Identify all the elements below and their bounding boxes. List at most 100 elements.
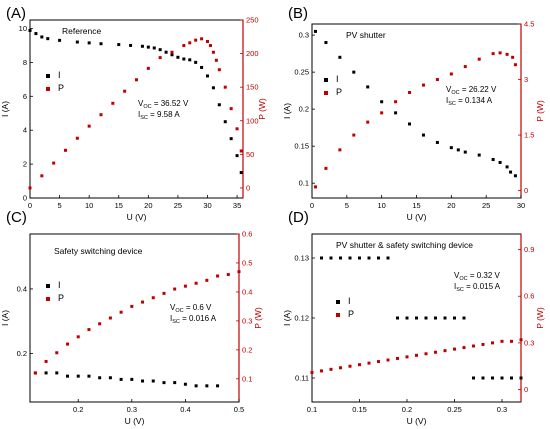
data-point-P bbox=[206, 39, 209, 43]
x-tick-label: 30 bbox=[517, 201, 525, 210]
data-point-P bbox=[477, 57, 481, 61]
data-point-P bbox=[183, 284, 187, 288]
data-point-P bbox=[208, 44, 212, 48]
data-point-I bbox=[229, 137, 233, 141]
x-tick-label: 0 bbox=[28, 201, 32, 210]
y2-tick-label: 1.5 bbox=[524, 131, 534, 140]
data-point-I bbox=[472, 376, 475, 380]
legend-label: P bbox=[58, 293, 64, 303]
data-point-I bbox=[235, 154, 239, 158]
annotation-symbol: I bbox=[170, 314, 172, 323]
data-point-P bbox=[111, 101, 115, 105]
data-point-I bbox=[513, 174, 517, 178]
data-point-P bbox=[87, 328, 91, 332]
x-axis-label: U (V) bbox=[407, 416, 427, 426]
legend-marker bbox=[324, 91, 328, 95]
annotation-symbol: V bbox=[170, 303, 176, 312]
y2-tick-label: 4.5 bbox=[524, 20, 534, 29]
x-tick-label: 5 bbox=[345, 201, 349, 210]
data-point-P bbox=[205, 278, 209, 282]
y2-tick-label: 0.6 bbox=[242, 230, 252, 239]
legend-marker bbox=[46, 284, 50, 288]
x-tick-label: 20 bbox=[144, 201, 152, 210]
data-point-P bbox=[123, 89, 127, 93]
y2-tick-label: 0.9 bbox=[524, 245, 534, 254]
data-point-P bbox=[338, 148, 342, 152]
annotation-value: = 0.6 V bbox=[184, 303, 212, 312]
y-tick-label: 8 bbox=[23, 58, 27, 67]
y2-tick-label: 0.6 bbox=[524, 292, 534, 301]
data-point-I bbox=[463, 150, 467, 154]
y-tick-label: 0.3 bbox=[299, 31, 309, 40]
data-point-I bbox=[505, 165, 509, 169]
data-point-I bbox=[394, 111, 398, 115]
data-point-P bbox=[173, 287, 177, 291]
data-point-P bbox=[217, 68, 221, 72]
data-point-I bbox=[58, 38, 62, 42]
data-point-P bbox=[313, 185, 317, 189]
data-point-I bbox=[435, 140, 439, 144]
legend-label: I bbox=[336, 74, 339, 84]
data-point-I bbox=[75, 40, 79, 44]
data-point-P bbox=[162, 291, 166, 295]
x-tick-label: 10 bbox=[85, 201, 93, 210]
x-tick-label: 15 bbox=[412, 201, 420, 210]
x-tick-label: 0.1 bbox=[307, 405, 317, 414]
data-point-I bbox=[152, 46, 156, 50]
data-point-P bbox=[75, 136, 79, 140]
data-point-I bbox=[194, 60, 198, 64]
data-point-P bbox=[226, 273, 230, 277]
y-tick-label: 0.2 bbox=[17, 349, 27, 358]
data-point-P bbox=[453, 347, 456, 351]
plot-frame bbox=[311, 23, 522, 199]
x-tick-label: 15 bbox=[115, 201, 123, 210]
legend-marker bbox=[46, 74, 50, 78]
y-axis-label: I (A) bbox=[0, 310, 10, 326]
y2-tick-label: 0 bbox=[524, 186, 528, 195]
legend-label: I bbox=[348, 296, 351, 306]
data-point-I bbox=[338, 55, 342, 59]
data-point-P bbox=[135, 78, 138, 82]
data-point-I bbox=[162, 381, 166, 385]
data-point-I bbox=[183, 382, 187, 386]
data-point-I bbox=[205, 384, 209, 388]
data-point-I bbox=[130, 377, 134, 381]
data-point-P bbox=[511, 55, 515, 59]
data-point-I bbox=[182, 57, 186, 61]
data-point-P bbox=[380, 111, 384, 115]
y-tick-label: 0.2 bbox=[299, 105, 309, 114]
x-tick-label: 10 bbox=[377, 201, 385, 210]
data-point-I bbox=[146, 45, 150, 49]
x-tick-label: 0.2 bbox=[73, 405, 83, 414]
data-point-P bbox=[28, 186, 32, 190]
data-point-I bbox=[329, 256, 333, 260]
y2-tick-label: 0.4 bbox=[242, 287, 252, 296]
y-tick-label: 0 bbox=[23, 194, 27, 203]
x-tick-label: 20 bbox=[447, 201, 455, 210]
y-axis-label: I (A) bbox=[0, 101, 10, 117]
data-point-I bbox=[415, 316, 418, 320]
data-point-I bbox=[408, 122, 412, 126]
x-tick-label: 0.4 bbox=[180, 405, 190, 414]
panel-label: (C) bbox=[6, 209, 27, 226]
data-point-P bbox=[55, 351, 59, 355]
legend-label: P bbox=[348, 309, 354, 319]
data-point-P bbox=[170, 50, 174, 54]
annotation-subscript: SC bbox=[140, 115, 148, 121]
x-tick-label: 25 bbox=[482, 201, 490, 210]
annotation-subscript: SC bbox=[448, 101, 456, 107]
data-point-P bbox=[87, 124, 91, 128]
data-point-P bbox=[216, 274, 220, 278]
data-point-I bbox=[510, 376, 513, 380]
data-point-I bbox=[216, 384, 220, 388]
data-point-I bbox=[170, 53, 174, 57]
annotation-symbol: I bbox=[454, 282, 456, 291]
x-tick-label: 0.15 bbox=[352, 405, 367, 414]
data-point-P bbox=[415, 353, 418, 357]
y2-axis-label: P (W) bbox=[257, 98, 267, 120]
data-point-P bbox=[119, 310, 123, 314]
data-point-P bbox=[158, 56, 162, 60]
data-point-P bbox=[44, 359, 48, 363]
data-point-P bbox=[66, 342, 70, 346]
data-point-P bbox=[320, 369, 323, 373]
